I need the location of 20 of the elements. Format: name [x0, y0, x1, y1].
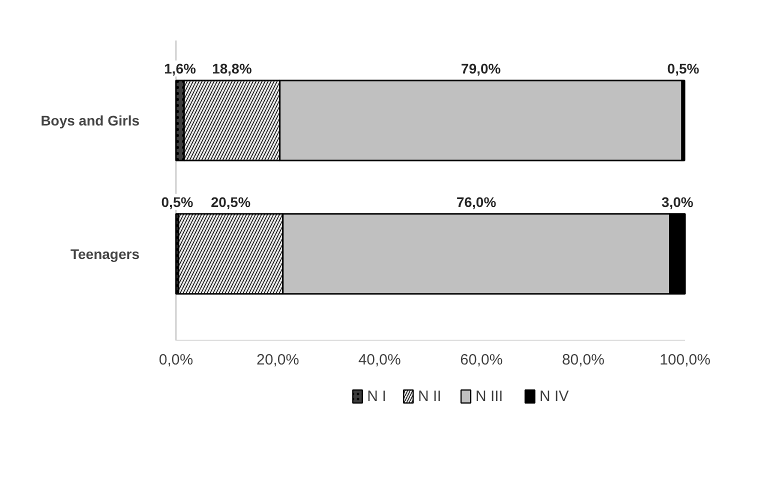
x-tick-label: 100,0%: [660, 352, 710, 368]
x-tick-label: 0,0%: [158, 352, 194, 368]
x-tick-label: 60,0%: [460, 352, 503, 368]
x-tick-label: 80,0%: [562, 352, 605, 368]
legend-label: N III: [475, 388, 503, 405]
legend-label: N I: [367, 388, 386, 405]
data-label: 0,5%: [161, 194, 194, 210]
legend-label: N IV: [540, 388, 569, 405]
data-label: 20,5%: [210, 194, 252, 210]
data-label: 3,0%: [661, 194, 694, 210]
x-tick-label: 20,0%: [256, 352, 300, 368]
data-label: 1,6%: [164, 60, 197, 76]
data-label: 0,5%: [667, 60, 700, 76]
data-label: 18,8%: [212, 60, 252, 76]
legend-label: N II: [418, 388, 442, 405]
y-tick-label: Teenagers: [70, 246, 140, 262]
data-label: 76,0%: [456, 194, 497, 210]
y-tick-label: Boys and Girls: [40, 112, 140, 128]
data-label: 79,0%: [461, 60, 502, 76]
x-tick-label: 40,0%: [358, 352, 401, 368]
